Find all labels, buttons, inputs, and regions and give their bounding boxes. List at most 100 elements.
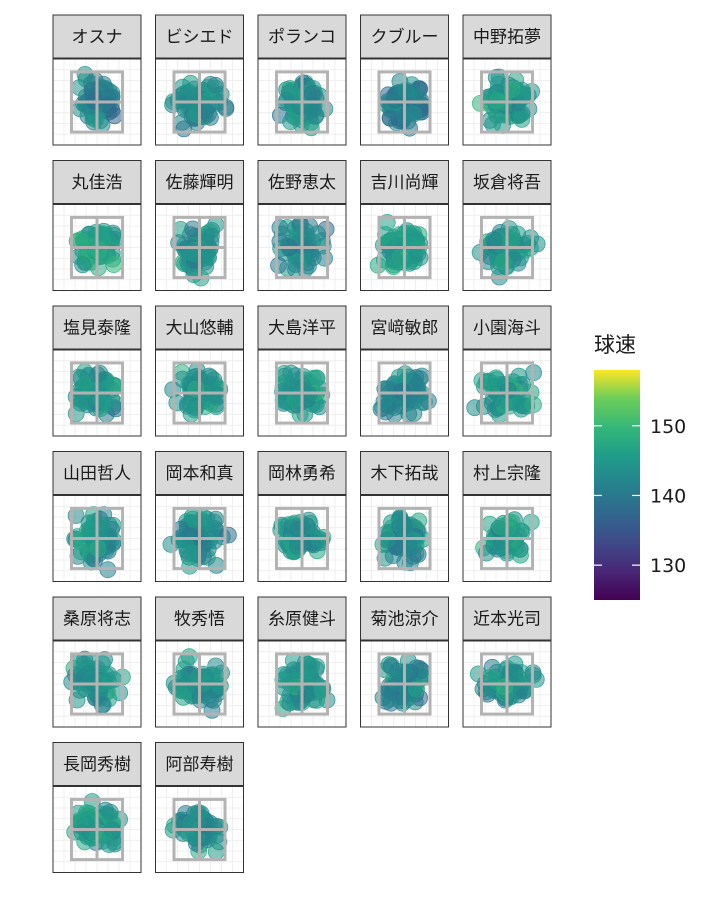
facet-strip	[360, 596, 449, 641]
facet-strip	[462, 305, 552, 350]
facet-panel: 大山悠輔	[155, 305, 244, 437]
facet-panel-border	[257, 640, 347, 728]
pitch-point	[308, 369, 326, 387]
facet-strip-label: 長岡秀樹	[63, 755, 131, 775]
facet-panel-border	[52, 349, 142, 437]
facet-panel: 中野拓夢	[462, 14, 552, 146]
strike-zone	[69, 70, 125, 134]
strike-zone	[69, 215, 125, 280]
pitch-point	[278, 91, 296, 109]
facet-strip-label: 塩見泰隆	[63, 319, 131, 339]
facet-panel-border	[155, 349, 244, 437]
pitch-point	[409, 245, 427, 263]
pitch-point	[202, 227, 220, 245]
facet-strip-label: 中野拓夢	[473, 28, 541, 48]
facet-strip-label: 桑原将志	[63, 610, 131, 630]
facet-strip-label: 吉川尚輝	[371, 173, 439, 193]
facet-strip-label: 大山悠輔	[166, 319, 234, 339]
facet-strip	[155, 742, 244, 786]
pitch-point	[77, 380, 95, 398]
strike-zone	[69, 652, 125, 716]
pitch-points	[66, 793, 128, 853]
legend-tick-label: 150	[650, 416, 686, 438]
facet-panel: 坂倉将吾	[462, 160, 552, 291]
facet-panel: 菊池涼介	[360, 596, 449, 728]
facet-panel: 佐野恵太	[257, 160, 347, 291]
strike-zone	[274, 215, 330, 280]
facet-panel-border	[462, 640, 552, 728]
strike-zone	[377, 506, 432, 571]
pitch-points	[71, 66, 123, 134]
facet-strip-label: 佐藤輝明	[166, 173, 234, 193]
pitch-point	[188, 361, 206, 379]
facet-strip	[52, 596, 142, 641]
color-legend: 球速 130 140 150	[594, 333, 686, 600]
pitch-point	[187, 399, 205, 417]
facet-panel: 吉川尚輝	[360, 160, 449, 291]
facet-panel-border	[155, 58, 244, 146]
pitch-point	[207, 817, 225, 835]
pitch-point	[485, 231, 503, 249]
facet-strip	[52, 305, 142, 350]
facet-strip-label: ポランコ	[268, 28, 336, 48]
pitch-point	[297, 686, 314, 704]
pitch-points	[164, 74, 235, 138]
pitch-point	[381, 109, 399, 127]
pitch-point	[405, 225, 423, 243]
facet-strip	[155, 160, 244, 204]
pitch-point	[189, 805, 207, 823]
facet-strip-label: 丸佳浩	[72, 173, 123, 193]
pitch-point	[73, 824, 91, 841]
facet-panel: 村上宗隆	[462, 451, 552, 582]
facet-panel: 長岡秀樹	[52, 742, 142, 873]
pitch-point	[282, 364, 300, 382]
pitch-point	[219, 526, 237, 544]
facet-strip-label: 山田哲人	[63, 464, 131, 484]
facet-strip	[360, 305, 449, 350]
facet-strip	[257, 14, 347, 59]
legend-tick-label: 140	[650, 485, 686, 507]
strike-zone	[274, 506, 330, 571]
facet-strip	[52, 14, 142, 59]
pitch-point	[270, 256, 287, 274]
pitch-point	[307, 660, 325, 678]
pitch-point	[496, 678, 514, 696]
facet-panel: オスナ	[52, 14, 142, 146]
strike-zone	[479, 652, 535, 716]
strike-zone	[69, 797, 125, 862]
facet-strip	[155, 305, 244, 350]
facet-strip-label: 木下拓哉	[371, 464, 439, 484]
facet-panel-border	[155, 640, 244, 728]
strike-zone	[274, 652, 330, 716]
facet-strip	[257, 305, 347, 350]
pitch-point	[81, 652, 98, 670]
facet-strip-label: 岡林勇希	[268, 464, 336, 484]
pitch-point	[185, 80, 203, 98]
strike-zone	[172, 506, 227, 571]
facet-strip-label: 佐野恵太	[268, 173, 336, 193]
strike-zone	[479, 70, 535, 134]
strike-zone	[172, 215, 227, 280]
pitch-point	[282, 113, 300, 131]
strike-zone	[479, 215, 535, 280]
facet-panel-border	[52, 640, 142, 728]
pitch-point	[303, 85, 321, 102]
facet-panel: 糸原健斗	[257, 596, 347, 728]
facet-strip-label: 菊池涼介	[371, 610, 439, 630]
facet-strip	[462, 451, 552, 495]
facet-strip	[155, 14, 244, 59]
legend-title: 球速	[594, 333, 636, 357]
pitch-point	[299, 236, 317, 254]
strike-zone	[172, 70, 227, 134]
facet-panel-border	[462, 204, 552, 291]
pitch-points	[471, 68, 540, 134]
pitch-point	[202, 666, 220, 684]
facet-panel-border	[360, 349, 449, 437]
facet-strip	[52, 742, 142, 786]
facet-strip-label: ビシエド	[166, 28, 234, 48]
facet-strip	[155, 596, 244, 641]
facet-strip	[52, 160, 142, 204]
facet-panel: 塩見泰隆	[52, 305, 142, 437]
facet-panel: 木下拓哉	[360, 451, 449, 582]
